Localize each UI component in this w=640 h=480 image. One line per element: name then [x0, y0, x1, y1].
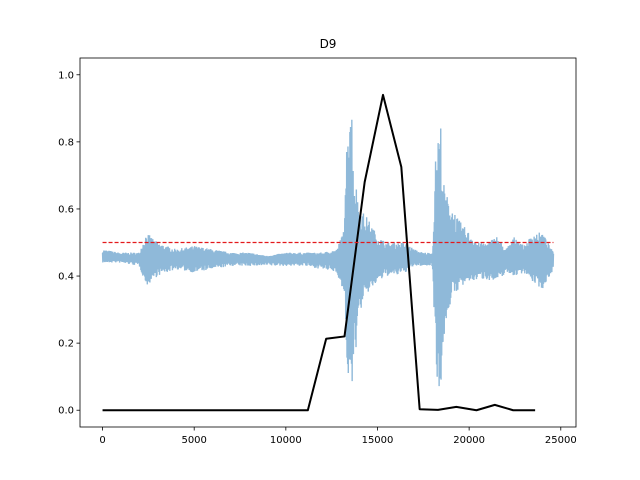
y-tick-label: 0.2	[58, 339, 74, 350]
y-tick-label: 1.0	[58, 70, 74, 81]
black-series-line	[102, 93, 536, 412]
y-tick-label: 0.6	[58, 204, 74, 215]
y-tick-label: 0.8	[58, 137, 74, 148]
waveform-series-line	[101, 119, 555, 387]
x-tick-label: 10000	[270, 435, 302, 446]
x-tick-label: 20000	[453, 435, 485, 446]
x-tick-label: 0	[99, 435, 105, 446]
series-group	[101, 93, 555, 412]
plot-area	[101, 93, 555, 412]
axes: 0 5000 10000 15000 20000 25000 0.0 0.2 0.4 0.6 0.8…	[58, 57, 577, 446]
y-tick-label: 0.4	[58, 272, 74, 283]
x-tick-label: 5000	[181, 435, 206, 446]
chart-title: D9	[320, 37, 337, 51]
x-tick-label: 25000	[545, 435, 577, 446]
axes-frame	[79, 57, 577, 428]
x-tick-label: 15000	[362, 435, 394, 446]
y-tick-label: 0.0	[58, 406, 74, 417]
